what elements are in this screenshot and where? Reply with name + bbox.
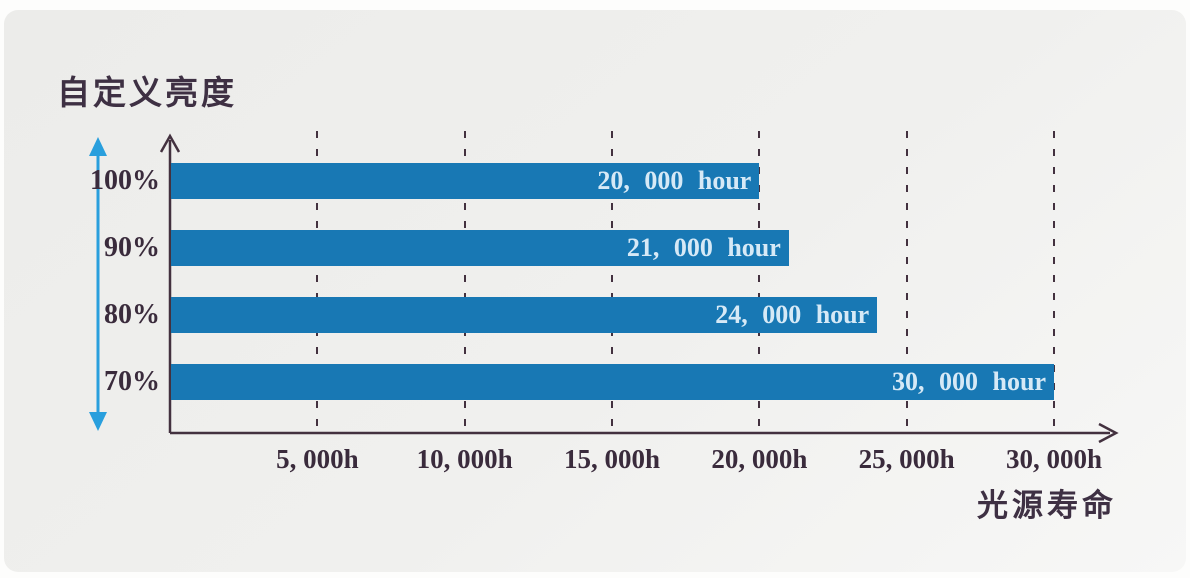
bar: 30, 000 hour xyxy=(171,364,1054,400)
bar: 21, 000 hour xyxy=(171,230,789,266)
grid-line xyxy=(611,131,613,433)
x-tick-label: 10, 000h xyxy=(416,444,513,474)
grid-line xyxy=(463,131,466,433)
bar: 24, 000 hour xyxy=(171,297,878,333)
grid-line xyxy=(316,131,319,433)
bar-value-label: 20, 000 hour xyxy=(597,166,752,195)
range-arrow-down-icon xyxy=(89,412,107,431)
range-arrow-up-icon xyxy=(89,137,107,156)
grid-line xyxy=(905,131,908,433)
x-axis-arrow-icon xyxy=(1098,422,1119,444)
bar-value-label: 30, 000 hour xyxy=(892,367,1046,396)
bar-value-label: 24, 000 hour xyxy=(715,300,870,329)
chart-title: 自定义亮度 xyxy=(57,74,237,111)
x-tick-label: 20, 000h xyxy=(711,444,808,474)
x-tick-label: 5, 000h xyxy=(276,444,359,474)
x-tick-label: 30, 000h xyxy=(1005,444,1103,474)
x-axis-title: 光源寿命 xyxy=(977,488,1117,523)
chart-card-background xyxy=(4,10,1186,572)
y-axis-arrow-icon xyxy=(159,133,181,153)
y-category-label: 70% xyxy=(104,366,160,397)
x-tick-label: 25, 000h xyxy=(858,444,955,474)
y-category-label: 80% xyxy=(104,299,160,330)
bar: 20, 000 hour xyxy=(171,163,760,199)
y-category-label: 90% xyxy=(104,232,160,263)
grid-line xyxy=(1053,131,1055,433)
grid-line xyxy=(758,131,761,433)
y-category-label: 100% xyxy=(90,165,160,196)
x-tick-label: 15, 000h xyxy=(563,444,661,474)
bar-value-label: 21, 000 hour xyxy=(626,233,781,262)
